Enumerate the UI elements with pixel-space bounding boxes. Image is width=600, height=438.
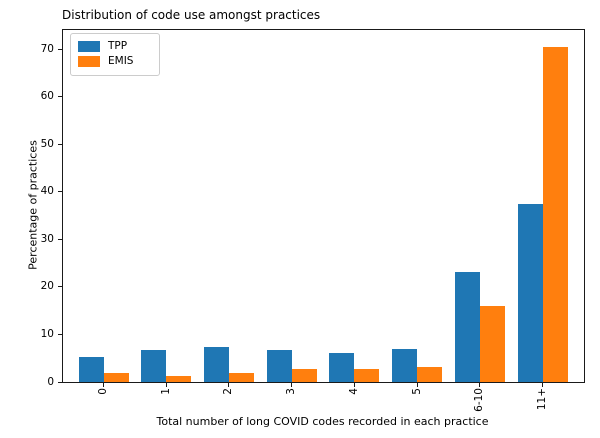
x-tick-mark-0 xyxy=(103,383,104,387)
y-tick-mark-60 xyxy=(58,96,62,98)
bar-tpp-5 xyxy=(392,348,418,382)
x-tick-label-2: 2 xyxy=(222,388,235,395)
y-tick-mark-20 xyxy=(58,286,62,288)
y-tick-label-70: 70 xyxy=(40,42,54,55)
x-tick-mark-1 xyxy=(165,383,167,387)
bar-emis-7 xyxy=(542,46,568,382)
x-tick-label-4: 4 xyxy=(347,388,360,395)
legend-item-tpp: TPP xyxy=(78,41,151,52)
legend-swatch-emis xyxy=(78,56,100,67)
bar-tpp-6 xyxy=(454,271,480,382)
y-tick-label-10: 10 xyxy=(40,327,54,340)
bar-emis-3 xyxy=(291,368,317,382)
x-tick-mark-2 xyxy=(228,383,230,387)
x-tick-mark-5 xyxy=(416,383,418,387)
bar-emis-5 xyxy=(417,367,443,382)
y-tick-label-60: 60 xyxy=(40,90,54,103)
x-tick-label-6: 6-10 xyxy=(473,388,486,412)
x-tick-label-1: 1 xyxy=(159,388,172,395)
legend-swatch-tpp xyxy=(78,41,100,52)
plot-area: TPP EMIS 0 10 20 30 40 50 60 70 0 1 2 3 4 5 6-10 11+ xyxy=(41,29,585,412)
bar-tpp-4 xyxy=(329,353,355,382)
x-tick-label-5: 5 xyxy=(410,388,423,395)
x-tick-mark-3 xyxy=(291,383,293,387)
bar-tpp-2 xyxy=(203,346,229,382)
legend-item-emis: EMIS xyxy=(78,56,151,67)
bar-tpp-0 xyxy=(78,356,104,382)
y-tick-label-30: 30 xyxy=(40,232,54,245)
y-tick-mark-0 xyxy=(58,381,62,383)
bar-tpp-3 xyxy=(266,349,292,382)
legend-label-emis: EMIS xyxy=(108,55,134,67)
bar-emis-4 xyxy=(354,369,380,382)
y-tick-mark-10 xyxy=(58,333,62,335)
y-tick-mark-40 xyxy=(58,191,62,193)
chart-title: Distribution of code use amongst practic… xyxy=(62,8,321,22)
x-axis-label: Total number of long COVID codes recorde… xyxy=(156,415,489,428)
y-tick-label-0: 0 xyxy=(47,375,54,388)
y-tick-label-40: 40 xyxy=(40,185,54,198)
x-tick-mark-6 xyxy=(479,383,481,387)
x-tick-label-7: 11+ xyxy=(536,388,549,411)
y-tick-label-20: 20 xyxy=(40,280,54,293)
x-tick-label-3: 3 xyxy=(285,388,298,395)
x-tick-label-0: 0 xyxy=(97,388,109,395)
bar-tpp-1 xyxy=(141,349,167,382)
y-tick-mark-70 xyxy=(58,48,62,50)
y-tick-label-50: 50 xyxy=(40,137,54,150)
bar-emis-1 xyxy=(166,375,192,382)
legend-label-tpp: TPP xyxy=(108,40,128,52)
bar-emis-0 xyxy=(103,372,129,382)
x-tick-mark-7 xyxy=(542,383,544,387)
bar-emis-2 xyxy=(228,372,254,382)
bar-emis-6 xyxy=(479,306,505,382)
bar-tpp-7 xyxy=(517,203,543,382)
y-tick-mark-50 xyxy=(58,143,62,145)
legend: TPP EMIS xyxy=(70,33,160,76)
x-tick-mark-4 xyxy=(353,383,355,387)
y-tick-mark-30 xyxy=(58,238,62,240)
y-axis-label: Percentage of practices xyxy=(26,140,40,270)
